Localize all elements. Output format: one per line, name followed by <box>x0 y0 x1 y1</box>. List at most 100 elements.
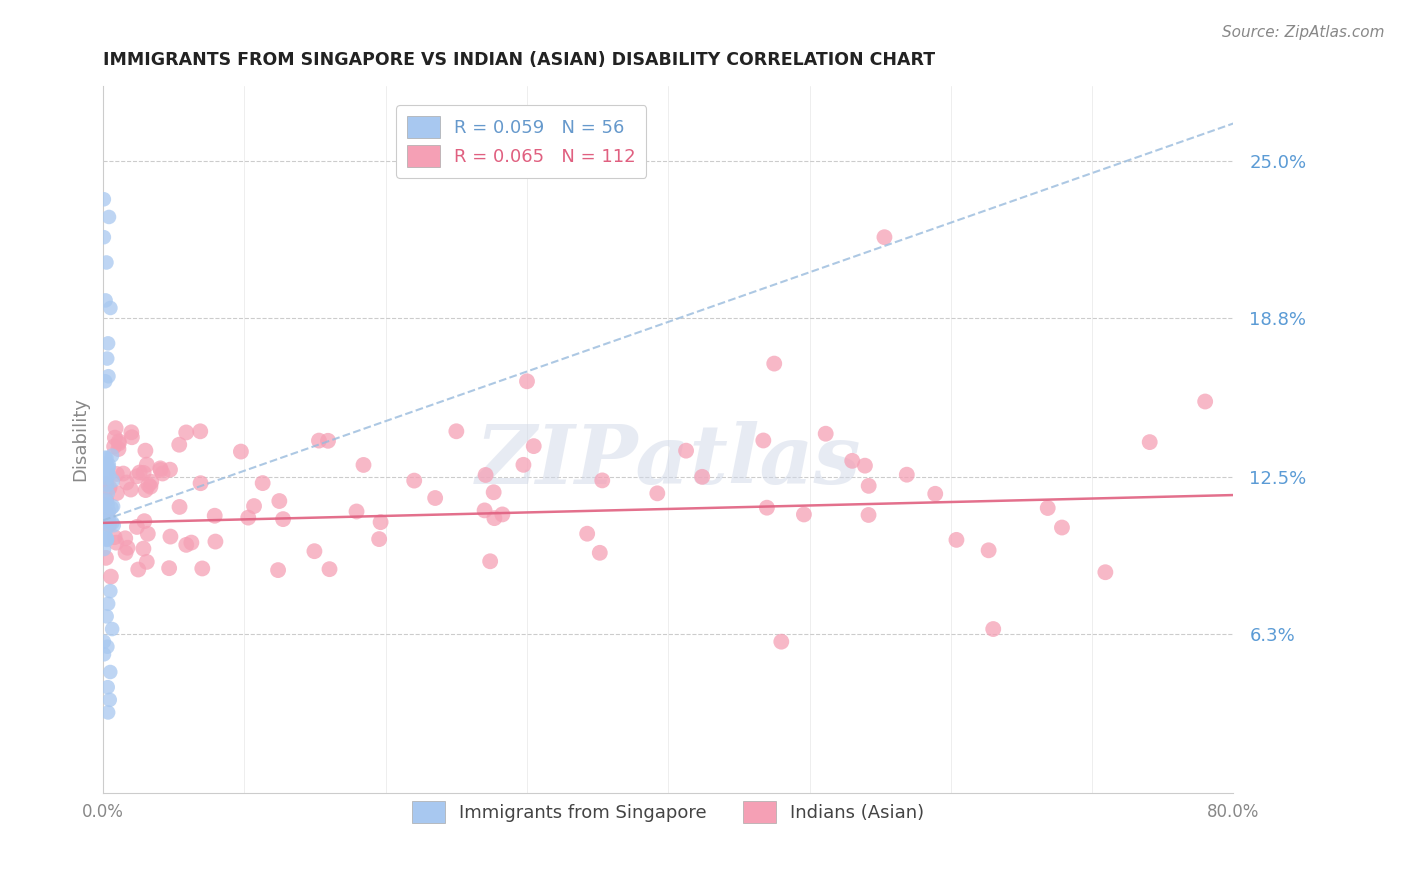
Point <box>318 562 340 576</box>
Point <box>103 440 125 454</box>
Point <box>204 508 226 523</box>
Point <box>873 230 896 244</box>
Point <box>103 518 125 533</box>
Text: IMMIGRANTS FROM SINGAPORE VS INDIAN (ASIAN) DISABILITY CORRELATION CHART: IMMIGRANTS FROM SINGAPORE VS INDIAN (ASI… <box>103 51 935 69</box>
Point <box>134 443 156 458</box>
Point <box>97 460 120 475</box>
Point <box>1194 394 1216 409</box>
Point <box>1139 435 1161 450</box>
Point <box>98 693 121 707</box>
Point <box>101 449 124 463</box>
Point <box>191 561 214 575</box>
Point <box>96 466 118 480</box>
Point <box>523 439 546 453</box>
Point <box>117 541 139 555</box>
Point <box>94 493 117 508</box>
Point <box>105 467 128 481</box>
Point <box>188 425 211 439</box>
Point <box>167 438 190 452</box>
Point <box>98 481 121 495</box>
Point <box>96 533 118 547</box>
Point <box>304 544 326 558</box>
Point <box>149 461 172 475</box>
Point <box>112 467 135 481</box>
Point <box>94 467 117 482</box>
Point <box>474 467 496 482</box>
Point <box>101 500 124 514</box>
Point <box>491 508 513 522</box>
Point <box>96 498 118 512</box>
Point <box>93 230 115 244</box>
Point <box>945 533 967 547</box>
Y-axis label: Disability: Disability <box>72 398 89 482</box>
Point <box>127 562 149 576</box>
Text: ZIPatlas: ZIPatlas <box>475 421 860 500</box>
Point <box>98 584 121 599</box>
Point <box>346 504 368 518</box>
Point <box>93 513 115 527</box>
Point <box>97 511 120 525</box>
Point <box>94 515 117 529</box>
Point <box>101 516 124 530</box>
Point <box>97 504 120 518</box>
Point <box>896 467 918 482</box>
Point <box>96 531 118 545</box>
Point <box>93 634 115 648</box>
Point <box>135 483 157 497</box>
Point <box>105 535 128 549</box>
Point <box>94 500 117 514</box>
Point <box>516 374 538 388</box>
Point <box>96 478 118 492</box>
Point <box>141 475 163 489</box>
Point <box>238 510 260 524</box>
Point <box>243 499 266 513</box>
Point <box>100 569 122 583</box>
Point <box>138 478 160 492</box>
Point <box>97 336 120 351</box>
Point <box>981 622 1004 636</box>
Point <box>924 487 946 501</box>
Point <box>752 434 775 448</box>
Point <box>858 479 880 493</box>
Point <box>101 474 124 488</box>
Point <box>814 426 837 441</box>
Point <box>97 458 120 472</box>
Point <box>96 471 118 485</box>
Point <box>108 434 131 449</box>
Point <box>94 506 117 520</box>
Point <box>136 526 159 541</box>
Point <box>204 534 226 549</box>
Point <box>755 500 778 515</box>
Point <box>159 530 181 544</box>
Point <box>1094 566 1116 580</box>
Point <box>139 480 162 494</box>
Point <box>98 210 121 224</box>
Point <box>93 466 115 480</box>
Point <box>482 485 505 500</box>
Point <box>107 442 129 456</box>
Point <box>96 351 118 366</box>
Point <box>94 476 117 491</box>
Point <box>589 546 612 560</box>
Point <box>114 531 136 545</box>
Point <box>96 508 118 522</box>
Point <box>252 476 274 491</box>
Point <box>93 499 115 513</box>
Point <box>134 514 156 528</box>
Point <box>94 529 117 543</box>
Point <box>100 301 122 315</box>
Point <box>93 542 115 557</box>
Point <box>120 483 142 497</box>
Point <box>96 451 118 466</box>
Point <box>96 465 118 479</box>
Point <box>96 255 118 269</box>
Point <box>104 421 127 435</box>
Point <box>174 425 197 440</box>
Point <box>793 508 815 522</box>
Point <box>484 511 506 525</box>
Point <box>97 497 120 511</box>
Point <box>404 474 426 488</box>
Point <box>308 434 330 448</box>
Text: Source: ZipAtlas.com: Source: ZipAtlas.com <box>1222 25 1385 40</box>
Point <box>474 503 496 517</box>
